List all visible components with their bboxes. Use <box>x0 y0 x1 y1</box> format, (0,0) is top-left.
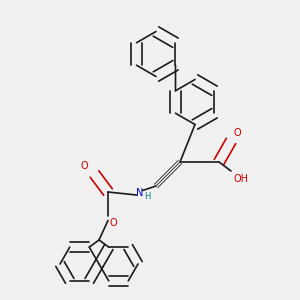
Text: N: N <box>136 188 143 199</box>
Text: H: H <box>144 192 150 201</box>
Text: OH: OH <box>234 174 249 184</box>
Text: O: O <box>234 128 242 138</box>
Text: O: O <box>110 218 117 227</box>
Text: O: O <box>81 161 88 171</box>
